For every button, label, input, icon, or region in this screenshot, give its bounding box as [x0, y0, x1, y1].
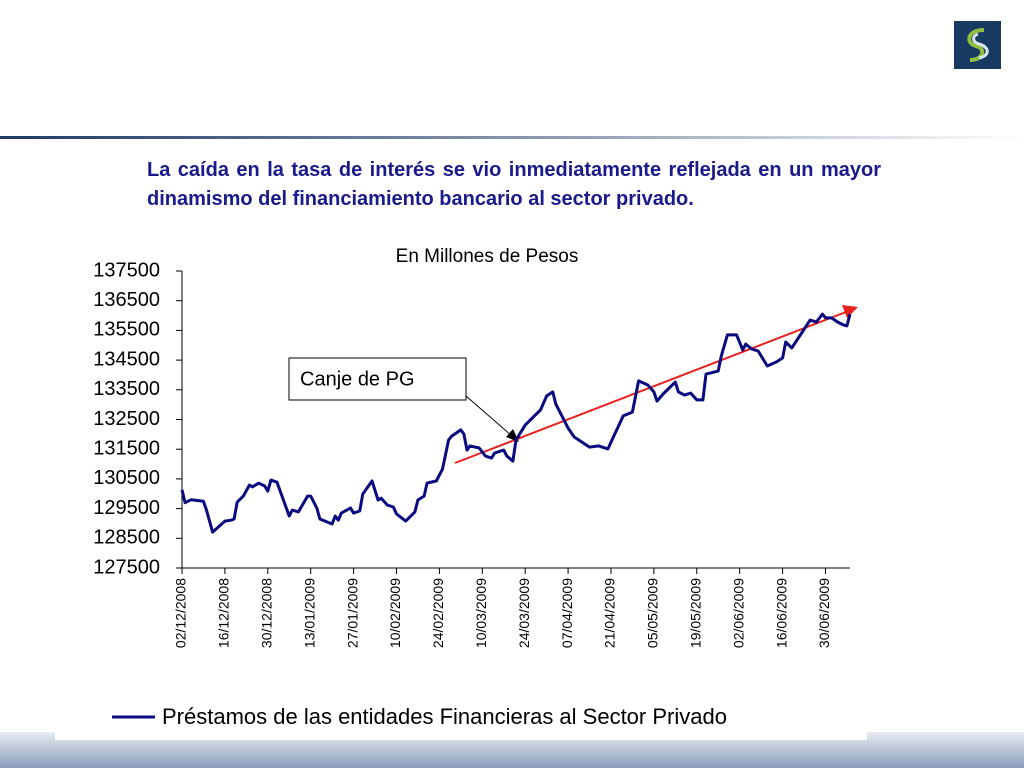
y-tick-label: 130500: [93, 467, 160, 489]
legend-box: [55, 700, 867, 740]
x-tick-label: 10/03/2009: [473, 578, 489, 648]
x-tick-label: 10/02/2009: [387, 578, 403, 648]
annotation: Canje de PG: [300, 368, 415, 390]
y-tick-label: 137500: [93, 259, 160, 281]
x-tick-label: 27/01/2009: [344, 578, 360, 648]
y-tick-label: 134500: [93, 348, 160, 370]
y-tick-label: 128500: [93, 527, 160, 549]
x-tick-label: 21/04/2009: [602, 578, 618, 648]
y-tick-label: 131500: [93, 437, 160, 459]
y-tick-label: 129500: [93, 497, 160, 519]
y-tick-label: 135500: [93, 319, 160, 341]
y-tick-label: 136500: [93, 289, 160, 311]
logo: [954, 21, 1001, 69]
series-line: [180, 312, 852, 534]
chart-subtitle: En Millones de Pesos: [396, 246, 579, 267]
x-tick-label: 16/12/2008: [216, 578, 232, 648]
x-tick-label: 24/03/2009: [516, 578, 532, 648]
x-tick-label: 05/05/2009: [645, 578, 661, 648]
x-tick-label: 13/01/2009: [301, 578, 317, 648]
heading: La caída en la tasa de interés se vio in…: [147, 159, 881, 210]
x-tick-label: 02/12/2008: [173, 578, 189, 648]
y-tick-label: 133500: [93, 378, 160, 400]
x-tick-label: 24/02/2009: [430, 578, 446, 648]
trend-arrowhead: [842, 305, 858, 318]
callout-box: [288, 357, 467, 401]
x-tick-label: 30/12/2008: [259, 578, 275, 648]
x-tick-label: 02/06/2009: [730, 578, 746, 648]
callout-line: [465, 395, 513, 437]
y-tick-label: 132500: [93, 408, 160, 430]
x-tick-label: 19/05/2009: [687, 578, 703, 648]
x-tick-label: 30/06/2009: [816, 578, 832, 648]
x-tick-label: 16/06/2009: [773, 578, 789, 648]
legend-label: Préstamos de las entidades Financieras a…: [162, 704, 727, 729]
x-tick-label: 07/04/2009: [559, 578, 575, 648]
header-rule: [0, 136, 1024, 139]
y-tick-label: 127500: [93, 556, 160, 578]
